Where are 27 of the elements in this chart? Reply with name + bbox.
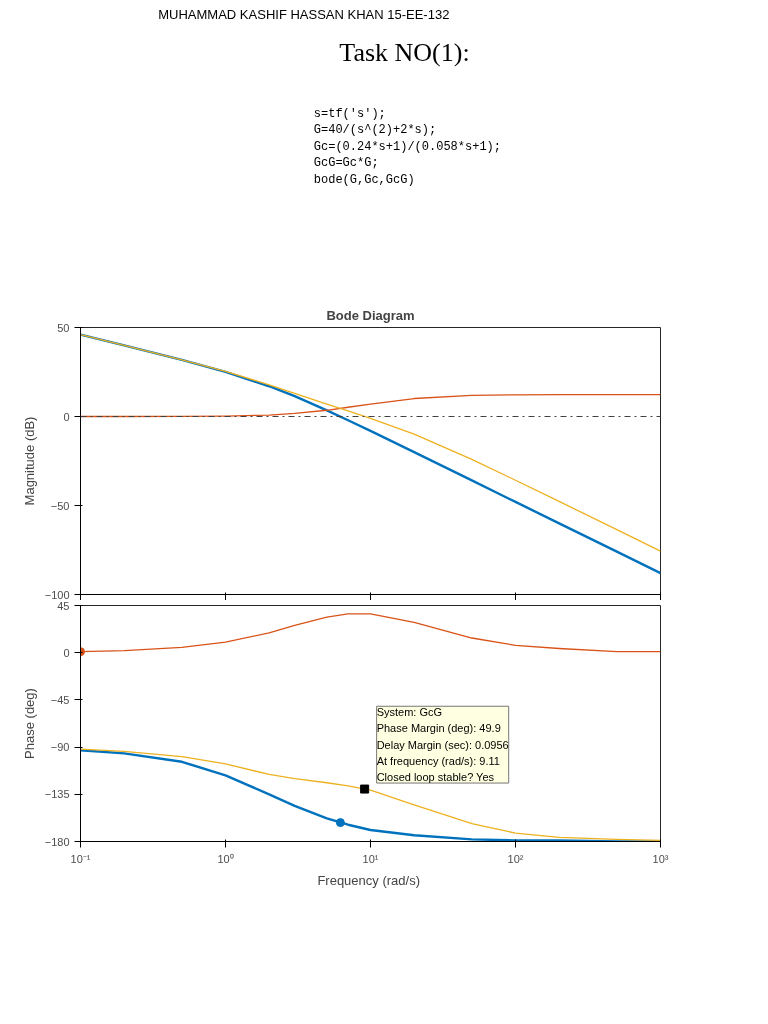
text: MUHAMMAD KASHIF HASSAN KHAN 15-EE-132 xyxy=(158,6,450,22)
y-axis-title: Phase (deg) xyxy=(21,688,37,759)
y-tick-label: −50 xyxy=(50,499,70,512)
y-tick-label: 0 xyxy=(63,646,70,659)
y-tick-label: −180 xyxy=(44,835,70,848)
x-axis-title: Frequency (rad/s) xyxy=(317,872,420,888)
y-axis-title: Magnitude (dB) xyxy=(21,416,37,506)
x-tick-label: 10³ xyxy=(652,852,669,865)
y-tick-label: −90 xyxy=(50,741,70,754)
y-tick-label: 0 xyxy=(63,410,70,423)
text: bode(G,Gc,GcG) xyxy=(313,172,415,187)
x-tick-label: 10² xyxy=(507,852,524,865)
y-tick-label: −135 xyxy=(44,788,70,801)
x-tick-label: 10¹ xyxy=(362,852,379,865)
text: G=40/(s^(2)+2*s); xyxy=(313,123,437,137)
x-tick-label: 10⁻¹ xyxy=(70,852,91,865)
y-tick-label: 45 xyxy=(57,599,70,612)
chart-title: Bode Diagram xyxy=(326,307,415,323)
text: s=tf('s'); xyxy=(313,106,386,121)
x-tick-label: 10⁰ xyxy=(217,852,234,865)
annotation: System: GcG Phase Margin (deg): 49.9 Delay Margin (sec): 0.0956 At frequency (rad/s): 9.11 Closed loop stable? Yes xyxy=(376,706,509,784)
text: GcG=Gc*G; xyxy=(313,156,379,170)
text: Task NO(1): xyxy=(339,37,470,67)
y-tick-label: 50 xyxy=(57,321,70,334)
y-tick-label: −100 xyxy=(44,588,70,601)
text: Gc=(0.24*s+1)/(0.058*s+1); xyxy=(313,139,502,154)
y-tick-label: −45 xyxy=(50,693,70,706)
